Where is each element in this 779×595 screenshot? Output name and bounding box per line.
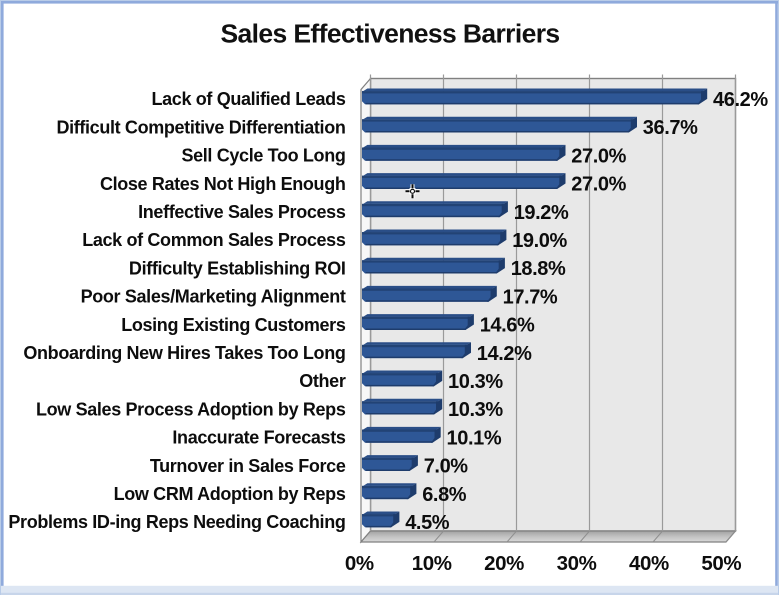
svg-text:36.7%: 36.7% [643, 117, 698, 139]
svg-text:14.6%: 14.6% [480, 315, 535, 337]
svg-text:27.0%: 27.0% [571, 145, 626, 167]
svg-text:18.8%: 18.8% [511, 258, 566, 280]
svg-text:17.7%: 17.7% [503, 286, 558, 308]
svg-text:Sales Effectiveness Barriers: Sales Effectiveness Barriers [221, 21, 560, 49]
svg-text:Other: Other [299, 371, 346, 391]
svg-text:19.0%: 19.0% [512, 230, 567, 252]
svg-text:0%: 0% [345, 552, 374, 575]
svg-text:30%: 30% [557, 552, 597, 575]
svg-text:Inaccurate Forecasts: Inaccurate Forecasts [172, 428, 345, 448]
svg-text:10.3%: 10.3% [448, 399, 503, 421]
svg-text:10%: 10% [412, 552, 452, 575]
svg-text:19.2%: 19.2% [514, 202, 569, 224]
svg-text:4.5%: 4.5% [405, 512, 450, 534]
svg-text:Low Sales Process Adoption by: Low Sales Process Adoption by Reps [36, 399, 346, 419]
svg-text:Turnover in Sales Force: Turnover in Sales Force [150, 456, 346, 476]
svg-text:Lack of Qualified Leads: Lack of Qualified Leads [151, 89, 345, 109]
svg-text:Lack of Common Sales Process: Lack of Common Sales Process [82, 230, 346, 250]
svg-text:46.2%: 46.2% [713, 89, 768, 111]
svg-text:20%: 20% [484, 552, 524, 575]
svg-text:10.3%: 10.3% [448, 371, 503, 393]
svg-text:Sell Cycle Too Long: Sell Cycle Too Long [181, 146, 345, 166]
svg-text:10.1%: 10.1% [447, 427, 502, 449]
svg-text:Problems ID-ing Reps Needing C: Problems ID-ing Reps Needing Coaching [8, 512, 345, 532]
svg-text:Onboarding New Hires Takes Too: Onboarding New Hires Takes Too Long [23, 343, 345, 363]
svg-text:Losing Existing Customers: Losing Existing Customers [121, 315, 346, 335]
svg-text:Difficult Competitive Differen: Difficult Competitive Differentiation [56, 117, 345, 137]
svg-text:Close Rates Not High Enough: Close Rates Not High Enough [100, 174, 346, 194]
svg-text:27.0%: 27.0% [571, 174, 626, 196]
svg-text:50%: 50% [701, 552, 741, 575]
svg-text:7.0%: 7.0% [424, 456, 469, 478]
svg-text:Difficulty Establishing ROI: Difficulty Establishing ROI [129, 258, 346, 278]
svg-text:Low CRM Adoption by Reps: Low CRM Adoption by Reps [114, 484, 346, 504]
svg-text:6.8%: 6.8% [422, 484, 467, 506]
svg-text:14.2%: 14.2% [477, 343, 532, 365]
svg-text:Ineffective Sales Process: Ineffective Sales Process [138, 202, 346, 222]
svg-text:40%: 40% [629, 552, 669, 575]
svg-text:Poor Sales/Marketing Alignment: Poor Sales/Marketing Alignment [81, 287, 346, 307]
